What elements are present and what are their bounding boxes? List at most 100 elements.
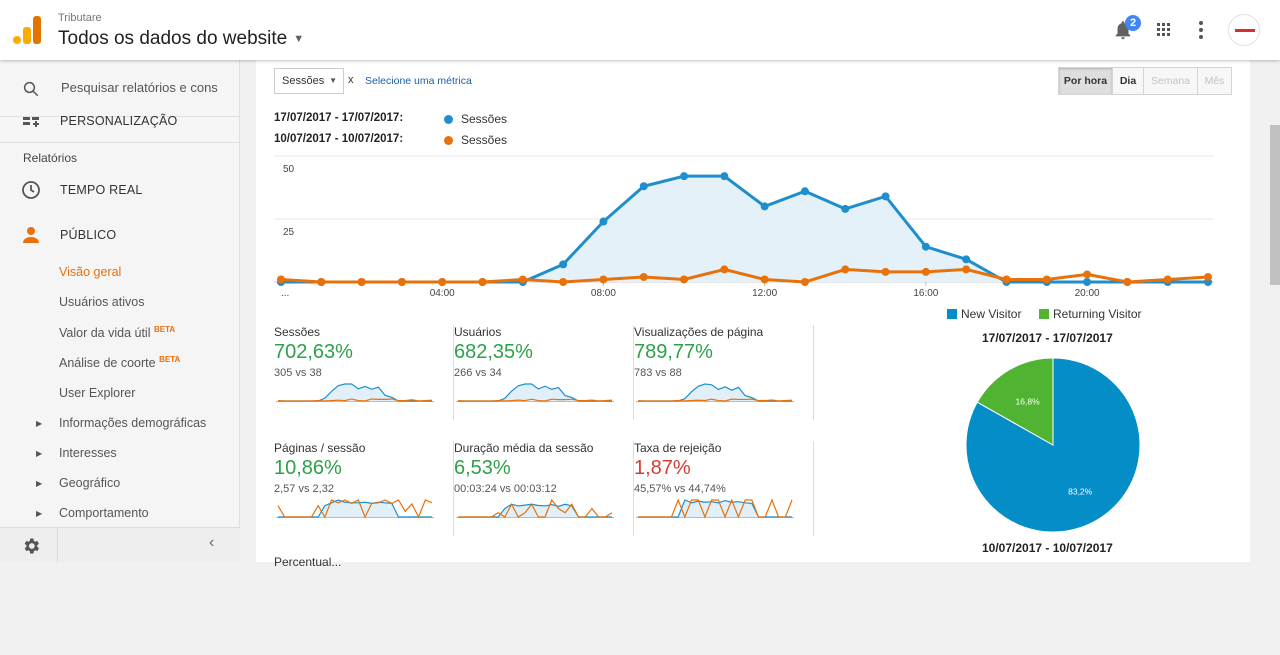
sidebar-item-demographics[interactable]: Informações demográficas <box>59 416 207 430</box>
x-tick-label: 04:00 <box>430 288 455 299</box>
sidebar-subitem-active-users[interactable]: Usuários ativos <box>59 295 145 309</box>
point-previous <box>277 275 285 284</box>
pie-slice <box>965 357 1141 533</box>
user-avatar[interactable] <box>1228 14 1260 46</box>
x-tick-label: 16:00 <box>913 288 938 299</box>
property-selector[interactable]: Todos os dados do website ▼ <box>58 28 304 50</box>
sparkline <box>276 499 434 519</box>
tile-title: Duração média da sessão <box>454 441 594 455</box>
tile-value: 682,35% <box>454 341 533 363</box>
caret-down-icon: ▼ <box>293 32 305 45</box>
metric-dropdown[interactable]: Sessões ▼ <box>274 68 344 94</box>
point-previous <box>1002 275 1011 284</box>
expand-triangle-icon: ▶ <box>36 509 43 518</box>
tile-title: Usuários <box>454 325 502 339</box>
point-current <box>1083 278 1092 286</box>
apps-grid-icon[interactable] <box>1157 23 1171 37</box>
sidebar-item-geo[interactable]: Geográfico <box>59 476 121 490</box>
point-previous <box>1204 272 1212 281</box>
collapse-chevron-icon[interactable]: ‹ <box>209 534 215 551</box>
tile-partial: Percentual... <box>274 555 454 655</box>
y-tick-label: 25 <box>283 227 295 238</box>
y-tick-label: 50 <box>283 164 295 175</box>
point-previous <box>921 267 930 276</box>
point-current <box>720 172 729 181</box>
legend-range-current: 17/07/2017 - 17/07/2017: <box>274 112 404 124</box>
tile-comparison: 45,57% vs 44,74% <box>634 483 726 495</box>
legend-returning-visitor: Returning Visitor <box>1053 307 1142 321</box>
legend-dot-previous <box>444 136 453 145</box>
metric-tile[interactable]: Visualizações de página 789,77% 783 vs 88 <box>634 325 814 425</box>
analytics-logo-icon[interactable] <box>13 16 41 44</box>
legend-new-visitor: New Visitor <box>961 307 1022 321</box>
legend-range-previous: 10/07/2017 - 10/07/2017: <box>274 133 404 145</box>
period-hour-button[interactable]: Por hora <box>1058 67 1113 95</box>
x-tick-label: 12:00 <box>752 288 777 299</box>
pie-slice <box>976 357 1054 446</box>
more-vert-icon[interactable] <box>1199 21 1203 39</box>
sidebar-subitem-overview[interactable]: Visão geral <box>59 265 122 279</box>
tile-title: Taxa de rejeição <box>634 441 722 455</box>
point-current <box>921 242 930 251</box>
metric-tile[interactable]: Sessões 702,63% 305 vs 38 <box>274 325 454 425</box>
sessions-line-chart: 50 25... 04:00 08:00 12:00 16:00 20:00 <box>274 155 1214 299</box>
period-month-button[interactable]: Mês <box>1197 67 1232 95</box>
series-area-current <box>281 176 1208 282</box>
sparkline-previous <box>457 398 613 402</box>
sparkline-area <box>458 384 612 401</box>
legend-dot-current <box>444 115 453 124</box>
sidebar-item-personalization[interactable]: PERSONALIZAÇÃO <box>0 106 240 136</box>
sidebar-item-audience[interactable]: PÚBLICO <box>0 220 240 250</box>
point-previous <box>397 278 406 286</box>
point-previous <box>599 275 608 284</box>
point-previous <box>680 275 689 284</box>
sparkline <box>636 383 794 402</box>
point-current <box>881 192 890 201</box>
point-current <box>680 172 689 181</box>
sidebar-search <box>0 70 240 108</box>
period-day-button[interactable]: Dia <box>1112 67 1144 95</box>
select-metric-link[interactable]: Selecione uma métrica <box>365 75 472 87</box>
scrollbar-thumb[interactable] <box>1270 125 1280 285</box>
tile-comparison: 783 vs 88 <box>634 367 682 379</box>
tile-value: 789,77% <box>634 341 713 363</box>
tile-comparison: 00:03:24 vs 00:03:12 <box>454 483 557 495</box>
sidebar-subitem-user-explorer[interactable]: User Explorer <box>59 386 136 400</box>
tile-title: Páginas / sessão <box>274 441 366 455</box>
search-input[interactable] <box>61 80 231 95</box>
metric-tile[interactable]: Páginas / sessão 10,86% 2,57 vs 2,32 <box>274 441 454 541</box>
point-previous <box>478 278 487 286</box>
sidebar-subitem-cohort-analysis[interactable]: Análise de coorte BETA <box>59 355 181 371</box>
point-previous <box>800 278 809 286</box>
period-week-button[interactable]: Semana <box>1143 67 1198 95</box>
pie-title-current: 17/07/2017 - 17/07/2017 <box>982 331 1113 345</box>
property-name: Todos os dados do website <box>58 28 288 49</box>
sidebar: PERSONALIZAÇÃO Relatórios TEMPO REAL PÚB… <box>0 60 240 563</box>
point-previous <box>841 265 850 274</box>
tile-title: Percentual... <box>274 555 342 569</box>
metric-tile[interactable]: Duração média da sessão 6,53% 00:03:24 vs … <box>454 441 634 541</box>
point-previous <box>317 278 326 286</box>
sparkline-area <box>278 384 432 401</box>
sidebar-item-interests[interactable]: Interesses <box>59 446 117 460</box>
x-tick-label: ... <box>281 288 289 299</box>
metric-tile[interactable]: Usuários 682,35% 266 vs 34 <box>454 325 634 425</box>
metric-tile[interactable]: Taxa de rejeição 1,87% 45,57% vs 44,74% <box>634 441 814 541</box>
point-previous <box>1163 275 1172 284</box>
notification-count-badge: 2 <box>1125 15 1141 31</box>
expand-triangle-icon: ▶ <box>36 479 43 488</box>
gear-icon[interactable] <box>21 536 41 556</box>
sparkline-previous <box>458 498 613 518</box>
sidebar-item-behavior[interactable]: Comportamento <box>59 506 149 520</box>
beta-badge: BETA <box>153 325 176 334</box>
tile-value: 702,63% <box>274 341 353 363</box>
sidebar-subitem-lifetime-value[interactable]: Valor da vida útil BETA <box>59 325 176 341</box>
tile-title: Visualizações de página <box>634 325 764 339</box>
point-previous <box>881 267 890 276</box>
dashboard-add-icon <box>23 117 39 127</box>
sparkline-previous <box>637 398 793 402</box>
sidebar-item-realtime[interactable]: TEMPO REAL <box>0 175 240 205</box>
account-name: Tributare <box>58 12 102 24</box>
point-current <box>800 187 809 196</box>
sparkline <box>636 498 794 519</box>
